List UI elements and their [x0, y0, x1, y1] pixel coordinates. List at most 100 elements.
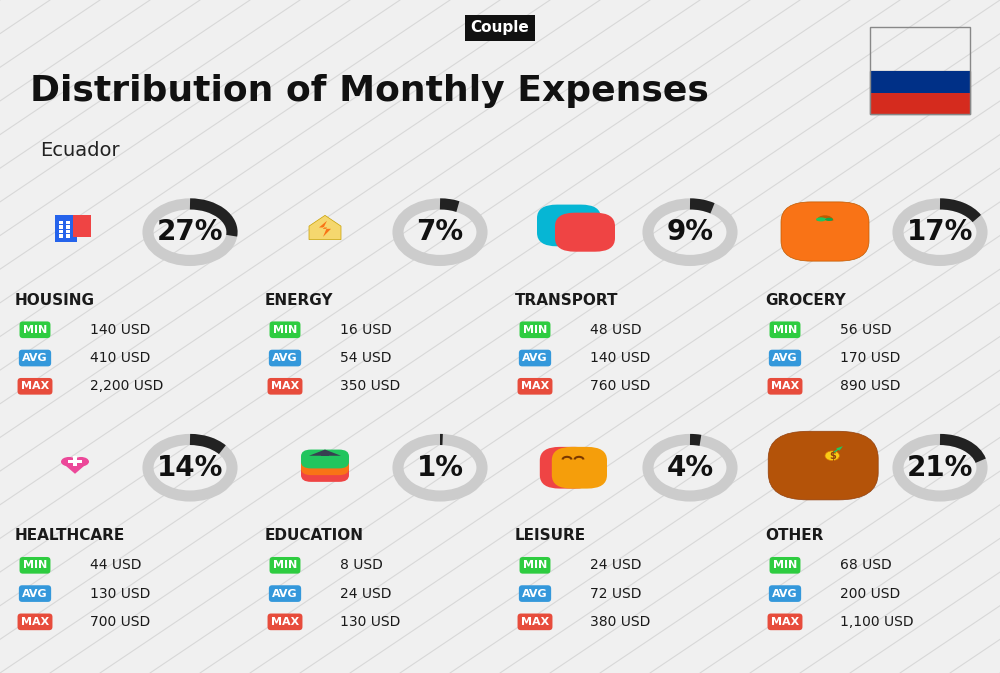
Text: MIN: MIN [23, 561, 47, 570]
Text: 7%: 7% [416, 218, 464, 246]
Bar [870, 71, 970, 93]
Polygon shape [309, 215, 341, 240]
Text: MAX: MAX [521, 617, 549, 627]
Text: MIN: MIN [523, 325, 547, 334]
Text: 17%: 17% [907, 218, 973, 246]
Circle shape [825, 451, 839, 460]
Bar [68, 460, 82, 463]
Text: MIN: MIN [273, 561, 297, 570]
Bar [870, 27, 970, 114]
FancyBboxPatch shape [768, 431, 878, 500]
Text: Couple: Couple [471, 20, 529, 35]
Polygon shape [319, 221, 331, 237]
Text: 68 USD: 68 USD [840, 559, 892, 572]
Text: HOUSING: HOUSING [15, 293, 95, 308]
Text: 8 USD: 8 USD [340, 559, 383, 572]
Text: GROCERY: GROCERY [765, 293, 846, 308]
FancyBboxPatch shape [540, 447, 595, 489]
FancyBboxPatch shape [537, 205, 601, 246]
Text: 2,200 USD: 2,200 USD [90, 380, 163, 393]
Text: MAX: MAX [771, 617, 799, 627]
Text: AVG: AVG [272, 589, 298, 598]
Text: 130 USD: 130 USD [90, 587, 150, 600]
Ellipse shape [816, 217, 826, 221]
Bar [321, 452, 329, 456]
Text: AVG: AVG [22, 589, 48, 598]
Text: OTHER: OTHER [765, 528, 823, 543]
Text: 44 USD: 44 USD [90, 559, 142, 572]
Text: Ecuador: Ecuador [40, 141, 120, 160]
Text: MAX: MAX [521, 382, 549, 391]
Text: 760 USD: 760 USD [590, 380, 650, 393]
Text: MAX: MAX [271, 617, 299, 627]
Ellipse shape [61, 457, 77, 466]
FancyBboxPatch shape [781, 202, 869, 261]
Bar [66, 230, 70, 233]
Bar [66, 225, 70, 229]
Text: 380 USD: 380 USD [590, 615, 650, 629]
Text: 700 USD: 700 USD [90, 615, 150, 629]
Text: 350 USD: 350 USD [340, 380, 400, 393]
Text: MIN: MIN [523, 561, 547, 570]
Text: MIN: MIN [273, 325, 297, 334]
Ellipse shape [825, 218, 833, 221]
Text: AVG: AVG [22, 353, 48, 363]
Text: 24 USD: 24 USD [340, 587, 392, 600]
FancyBboxPatch shape [301, 463, 349, 482]
Text: EDUCATION: EDUCATION [265, 528, 364, 543]
Text: ENERGY: ENERGY [265, 293, 334, 308]
Text: 140 USD: 140 USD [590, 351, 650, 365]
Text: Distribution of Monthly Expenses: Distribution of Monthly Expenses [30, 74, 709, 108]
Text: 48 USD: 48 USD [590, 323, 642, 336]
Text: AVG: AVG [522, 589, 548, 598]
Text: 410 USD: 410 USD [90, 351, 150, 365]
Text: MIN: MIN [23, 325, 47, 334]
Text: 200 USD: 200 USD [840, 587, 900, 600]
Text: 1%: 1% [416, 454, 464, 482]
Bar [55, 215, 77, 242]
Text: AVG: AVG [772, 589, 798, 598]
Text: TRANSPORT: TRANSPORT [515, 293, 618, 308]
FancyBboxPatch shape [555, 213, 615, 252]
Bar [66, 234, 70, 238]
Text: AVG: AVG [272, 353, 298, 363]
FancyArrow shape [833, 446, 843, 453]
Bar [870, 93, 970, 114]
Text: 9%: 9% [666, 218, 714, 246]
Text: MAX: MAX [21, 382, 49, 391]
Text: 16 USD: 16 USD [340, 323, 392, 336]
Bar [59, 225, 63, 229]
Text: AVG: AVG [772, 353, 798, 363]
Polygon shape [309, 450, 341, 456]
Text: 890 USD: 890 USD [840, 380, 901, 393]
Text: 72 USD: 72 USD [590, 587, 642, 600]
Text: HEALTHCARE: HEALTHCARE [15, 528, 125, 543]
Text: MAX: MAX [271, 382, 299, 391]
Text: AVG: AVG [522, 353, 548, 363]
FancyBboxPatch shape [870, 71, 970, 114]
Polygon shape [61, 462, 89, 474]
Text: 4%: 4% [666, 454, 714, 482]
Text: 24 USD: 24 USD [590, 559, 642, 572]
Bar [73, 215, 91, 237]
Text: MIN: MIN [773, 325, 797, 334]
Text: MIN: MIN [773, 561, 797, 570]
Text: MAX: MAX [771, 382, 799, 391]
Bar [66, 221, 70, 224]
Text: 27%: 27% [157, 218, 223, 246]
Text: 56 USD: 56 USD [840, 323, 892, 336]
Text: MAX: MAX [21, 617, 49, 627]
Text: 1,100 USD: 1,100 USD [840, 615, 914, 629]
Bar [59, 230, 63, 233]
Text: 140 USD: 140 USD [90, 323, 150, 336]
FancyBboxPatch shape [301, 450, 349, 468]
Text: $: $ [829, 451, 836, 461]
Bar [59, 221, 63, 224]
Text: 54 USD: 54 USD [340, 351, 392, 365]
Text: 130 USD: 130 USD [340, 615, 400, 629]
Text: 21%: 21% [907, 454, 973, 482]
FancyBboxPatch shape [552, 447, 607, 489]
Bar [59, 234, 63, 238]
Text: 14%: 14% [157, 454, 223, 482]
Text: LEISURE: LEISURE [515, 528, 586, 543]
